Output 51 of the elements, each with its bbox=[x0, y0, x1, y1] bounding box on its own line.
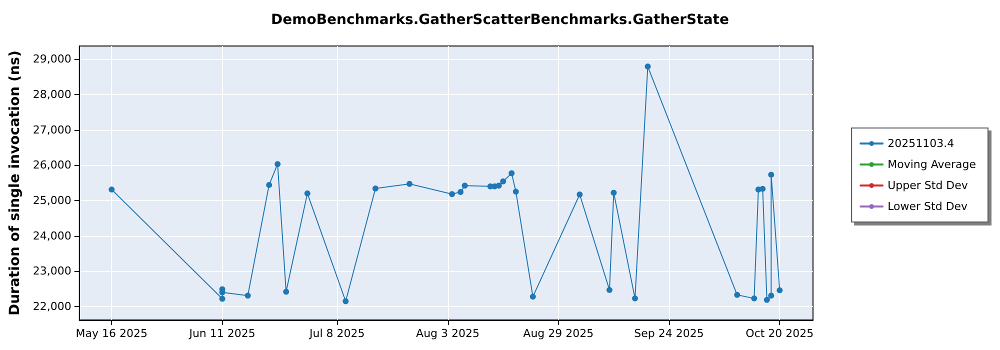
y-tick-label: 29,000 bbox=[32, 52, 72, 66]
point bbox=[108, 186, 115, 193]
point bbox=[751, 295, 758, 302]
point bbox=[244, 292, 251, 299]
point bbox=[449, 191, 456, 198]
point bbox=[512, 188, 519, 195]
point bbox=[776, 287, 783, 294]
legend-label: Upper Std Dev bbox=[888, 179, 968, 192]
point bbox=[458, 189, 464, 196]
legend-label: Lower Std Dev bbox=[888, 200, 968, 213]
point bbox=[496, 182, 502, 189]
point bbox=[644, 64, 651, 70]
x-tick-label: Jul 8 2025 bbox=[308, 327, 365, 340]
point bbox=[530, 294, 536, 300]
x-tick-label: Sep 24 2025 bbox=[634, 327, 704, 340]
y-tick-label: 28,000 bbox=[32, 88, 72, 101]
point bbox=[266, 182, 272, 188]
x-tick-label: May 16 2025 bbox=[76, 327, 148, 340]
point bbox=[764, 296, 770, 303]
point bbox=[283, 288, 290, 295]
legend-label: 20251103.4 bbox=[888, 137, 954, 150]
y-tick-label: 27,000 bbox=[32, 123, 72, 136]
x-tick-label: Aug 29 2025 bbox=[523, 327, 594, 340]
point bbox=[372, 185, 378, 192]
x-tick-label: Jun 11 2025 bbox=[188, 327, 256, 340]
point bbox=[304, 190, 310, 196]
point bbox=[462, 182, 468, 189]
y-tick-label: 25,000 bbox=[32, 194, 72, 207]
point bbox=[508, 170, 515, 176]
point bbox=[760, 186, 766, 192]
x-tick-label: Aug 3 2025 bbox=[416, 327, 480, 340]
point bbox=[768, 172, 774, 178]
point bbox=[632, 295, 638, 302]
point bbox=[406, 180, 412, 187]
chart-title: DemoBenchmarks.GatherScatterBenchmarks.GatherState bbox=[271, 12, 729, 28]
x-tick-label: Oct 20 2025 bbox=[746, 327, 814, 340]
point bbox=[768, 292, 774, 299]
y-tick-label: 22,000 bbox=[32, 300, 72, 314]
point bbox=[342, 298, 349, 304]
point bbox=[500, 178, 506, 184]
point bbox=[606, 286, 612, 293]
y-tick-label: 24,000 bbox=[32, 229, 72, 242]
point bbox=[734, 292, 740, 298]
y-tick-label: 26,000 bbox=[32, 158, 72, 172]
point bbox=[274, 161, 281, 168]
point bbox=[610, 190, 617, 196]
y-tick-label: 23,000 bbox=[32, 264, 72, 278]
legend-label: Moving Average bbox=[888, 158, 976, 171]
y-axis-title: Duration of single invocation (ns) bbox=[7, 50, 23, 316]
point bbox=[219, 296, 226, 302]
point bbox=[576, 191, 583, 198]
